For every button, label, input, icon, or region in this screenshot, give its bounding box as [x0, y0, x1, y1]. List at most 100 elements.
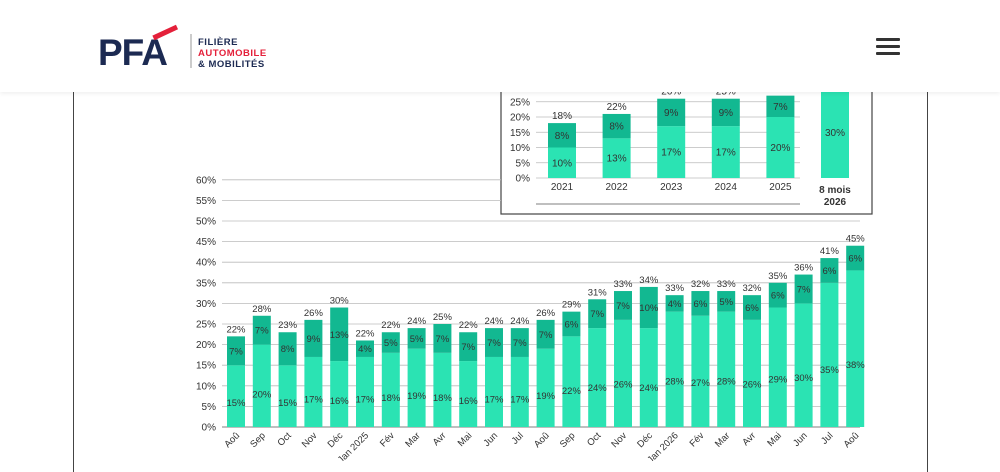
main-segment-label: 7%: [797, 284, 811, 295]
main-y-tick-label: 10%: [196, 381, 216, 392]
site-header: PFA FILIÈRE AUTOMOBILE & MOBILITÉS: [0, 0, 1000, 92]
main-bar-top: [381, 332, 400, 353]
main-bar-top: [356, 340, 374, 357]
main-bar-top: [562, 311, 581, 337]
main-total-label: 31%: [588, 287, 608, 298]
main-bar-top: [433, 324, 452, 353]
main-y-tick-label: 40%: [196, 258, 216, 269]
main-x-tick-label: Jun: [791, 430, 810, 449]
main-segment-label: 4%: [668, 299, 682, 310]
main-bar-base: [562, 336, 581, 427]
main-bar-top: [588, 299, 607, 329]
logo-line-2: AUTOMOBILE: [198, 48, 267, 59]
main-segment-label: 8%: [281, 344, 295, 355]
main-bar-base: [639, 328, 658, 427]
inset-x-tick-label: 2023: [660, 182, 683, 193]
main-bar-top: [614, 291, 632, 320]
main-x-tick-label: Jun: [482, 430, 501, 449]
main-bar-top: [768, 282, 787, 308]
main-bar-base: [330, 361, 349, 427]
main-total-label: 29%: [562, 300, 582, 311]
inset-bar-top: [602, 113, 631, 139]
main-bar-base: [407, 348, 426, 427]
main-total-label: 35%: [768, 271, 788, 282]
main-segment-label: 6%: [848, 254, 862, 265]
inset-x-tick-label: 8 mois 2026: [819, 185, 851, 208]
inset-bar-base: [766, 117, 795, 178]
inset-segment-label: 20%: [770, 143, 790, 154]
main-segment-label: 19%: [407, 391, 427, 402]
main-bar-top: [227, 336, 245, 366]
main-bar-top: [485, 328, 503, 357]
main-bar-top: [665, 295, 684, 312]
main-bar-base: [717, 311, 736, 427]
inset-total-label: 25%: [716, 87, 736, 98]
inset-y-tick-label: 25%: [510, 97, 530, 108]
main-x-tick-label: Sep: [248, 430, 268, 450]
main-x-tick-label: Nov: [300, 430, 320, 450]
main-total-label: 26%: [304, 308, 324, 319]
pfa-logo[interactable]: PFA FILIÈRE AUTOMOBILE & MOBILITÉS: [96, 24, 296, 74]
main-segment-label: 30%: [794, 373, 814, 384]
main-segment-label: 5%: [410, 334, 424, 345]
main-x-tick-label: Mar: [403, 430, 422, 449]
main-segment-label: 28%: [665, 376, 685, 387]
inset-bar-top: [657, 98, 686, 127]
main-y-tick-label: 55%: [196, 196, 216, 207]
main-segment-label: 7%: [255, 326, 269, 337]
main-x-tick-label: Déc: [635, 430, 655, 450]
main-y-tick-label: 5%: [202, 402, 217, 413]
main-bar-top: [820, 258, 839, 283]
main-bar-top: [330, 307, 349, 362]
main-y-tick-label: 50%: [196, 217, 216, 228]
main-total-label: 32%: [691, 279, 711, 290]
main-total-label: 24%: [407, 316, 427, 327]
main-x-tick-label: Aoû: [842, 430, 862, 450]
main-segment-label: 15%: [278, 398, 298, 409]
main-segment-label: 24%: [639, 383, 659, 394]
main-segment-label: 24%: [588, 383, 608, 394]
main-bar-base: [381, 352, 400, 427]
main-bar-base: [536, 348, 555, 427]
main-x-tick-label: Fév: [378, 430, 397, 449]
main-bar-base: [510, 356, 529, 427]
main-segment-label: 7%: [616, 301, 630, 312]
main-bar-top: [794, 274, 813, 304]
inset-y-tick-label: 20%: [510, 113, 530, 124]
hamburger-menu-icon[interactable]: [874, 35, 904, 59]
main-y-tick-label: 30%: [196, 299, 216, 310]
inset-x-tick-label: 2021: [551, 182, 574, 193]
inset-total-label: 26%: [661, 87, 681, 98]
main-y-tick-label: 15%: [196, 361, 216, 372]
main-x-tick-label: Fév: [688, 430, 707, 449]
main-segment-label: 26%: [742, 380, 762, 391]
main-segment-label: 6%: [565, 320, 579, 331]
inset-segment-label: 10%: [552, 158, 572, 169]
main-total-label: 36%: [794, 263, 814, 274]
main-segment-label: 6%: [823, 266, 837, 277]
main-y-tick-label: 45%: [196, 237, 216, 248]
main-bar-top: [459, 332, 478, 362]
inset-segment-label: 9%: [664, 108, 679, 119]
main-bar-top: [846, 245, 865, 271]
main-segment-label: 5%: [719, 297, 733, 308]
main-segment-label: 9%: [307, 334, 321, 345]
main-total-label: 26%: [536, 308, 556, 319]
main-bar-top: [639, 286, 658, 329]
main-bar-base: [614, 319, 632, 427]
main-segment-label: 6%: [694, 299, 708, 310]
inset-total-label: 22%: [607, 102, 627, 113]
inset-x-tick-label: 2022: [605, 182, 628, 193]
main-total-label: 22%: [381, 320, 401, 331]
chart-area: 0% 5% 10% 15% 20% 25% 8% 10% 18% 2021 8% 13% 22% 2022…: [196, 59, 873, 461]
main-x-tick-label: Oct: [275, 430, 293, 448]
main-x-tick-label: Oct: [585, 430, 603, 448]
main-segment-label: 4%: [358, 344, 372, 355]
main-x-tick-label: Sep: [558, 430, 578, 450]
main-bar-base: [665, 311, 684, 427]
inset-bar-base: [548, 147, 576, 178]
main-segment-label: 7%: [229, 346, 243, 357]
main-bar-base: [304, 356, 323, 427]
main-x-tick-label: Nov: [609, 430, 629, 450]
inset-segment-label: 17%: [661, 148, 681, 159]
